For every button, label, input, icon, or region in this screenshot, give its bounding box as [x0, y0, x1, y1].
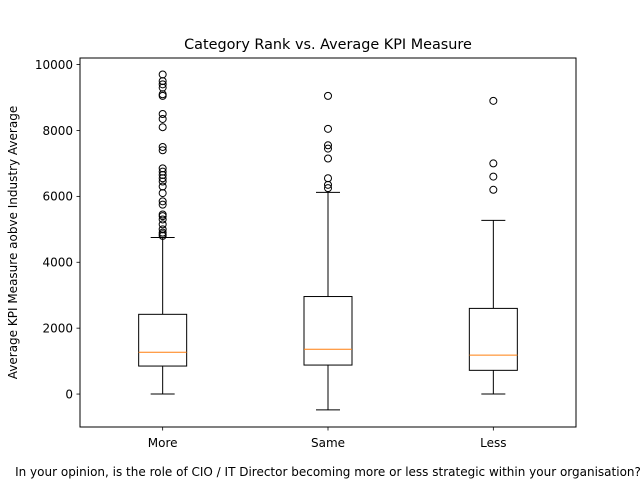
y-axis-label: Average KPI Measure aobve Industry Avera… — [6, 106, 20, 379]
outlier-point — [324, 174, 332, 183]
outlier-point — [158, 167, 167, 176]
outlier-point — [158, 228, 167, 237]
outlier-point — [489, 185, 498, 194]
outlier-point — [158, 164, 167, 173]
x-tick-label: More — [148, 436, 178, 450]
iqr-box — [138, 313, 188, 367]
y-tick-label: 0 — [65, 387, 73, 401]
outlier-point — [158, 197, 167, 206]
outlier-point — [158, 123, 167, 132]
outlier-point — [158, 142, 167, 151]
outlier-point — [489, 159, 498, 168]
x-tick-label: Same — [311, 436, 345, 450]
outlier-point — [158, 215, 167, 224]
iqr-box — [303, 296, 353, 366]
outlier-point — [158, 200, 167, 209]
outlier-point — [324, 144, 332, 153]
outlier-point — [489, 96, 498, 105]
axes-frame — [79, 57, 577, 428]
outlier-point — [158, 110, 167, 119]
outlier-point — [158, 146, 167, 155]
outlier-point — [324, 91, 332, 100]
outlier-point — [489, 172, 498, 181]
y-tick-label: 8000 — [42, 124, 73, 138]
y-tick-label: 10000 — [35, 58, 73, 72]
outlier-point — [324, 124, 332, 133]
y-tick-label: 4000 — [42, 256, 73, 270]
outlier-point — [324, 141, 332, 150]
outlier-point — [158, 210, 167, 219]
outlier-point — [324, 184, 332, 193]
y-tick-label: 2000 — [42, 321, 73, 335]
plot-area: 0 2000 4000 6000 8000 10000 More Same Less — [35, 58, 518, 450]
outlier-point — [324, 154, 332, 163]
outlier-point — [158, 225, 167, 234]
outlier-point — [158, 114, 167, 123]
outlier-point — [158, 80, 167, 89]
iqr-box — [468, 307, 518, 371]
x-tick-label: Less — [480, 436, 506, 450]
outlier-point — [158, 182, 167, 191]
x-axis-label: In your opinion, is the role of CIO / IT… — [15, 465, 640, 479]
outlier-point — [158, 220, 167, 229]
outlier-point — [158, 70, 167, 79]
chart-title: Category Rank vs. Average KPI Measure — [184, 37, 472, 53]
y-tick-label: 6000 — [42, 190, 73, 204]
